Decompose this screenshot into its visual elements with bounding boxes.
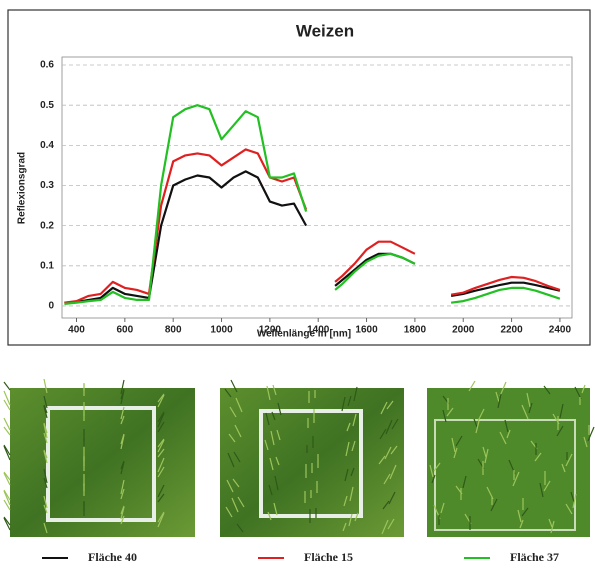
legend-label: Fläche 37 xyxy=(510,550,559,564)
x-tick-label: 400 xyxy=(68,325,85,336)
y-axis-label: Reflexionsgrad xyxy=(17,152,28,224)
legend-label: Fläche 40 xyxy=(88,550,137,564)
figure: Weizen Wellenlänge in [nm] Reflexionsgra… xyxy=(0,0,595,568)
photo xyxy=(220,388,404,537)
x-tick-label: 1600 xyxy=(355,325,378,336)
x-tick-label: 2200 xyxy=(500,325,523,336)
x-tick-label: 1400 xyxy=(307,325,330,336)
x-tick-label: 2000 xyxy=(452,325,475,336)
grass-blade xyxy=(4,382,10,390)
chart-title: Weizen xyxy=(296,21,354,40)
x-tick-label: 800 xyxy=(165,325,182,336)
y-tick-label: 0.5 xyxy=(40,100,54,111)
x-tick-label: 1000 xyxy=(210,325,233,336)
y-tick-label: 0.2 xyxy=(40,220,54,231)
y-tick-label: 0.4 xyxy=(40,140,54,151)
x-tick-label: 1800 xyxy=(404,325,427,336)
grass-blade xyxy=(4,391,10,405)
y-tick-label: 0.6 xyxy=(40,60,54,71)
y-tick-label: 0 xyxy=(48,301,54,312)
x-tick-label: 1200 xyxy=(259,325,282,336)
y-tick-label: 0.3 xyxy=(40,180,54,191)
legend-label: Fläche 15 xyxy=(304,550,353,564)
photo xyxy=(10,388,195,537)
x-tick-label: 600 xyxy=(116,325,133,336)
y-tick-label: 0.1 xyxy=(40,260,54,271)
x-tick-label: 2400 xyxy=(549,325,572,336)
